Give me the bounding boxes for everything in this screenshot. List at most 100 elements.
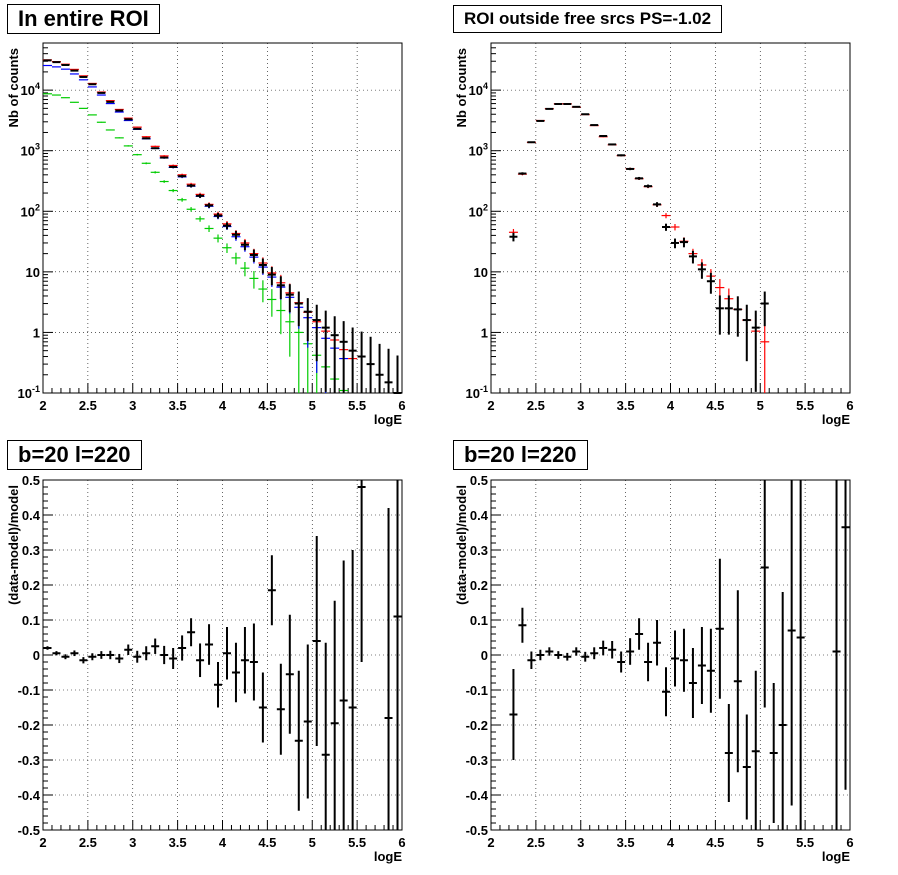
x-axis-label: logE bbox=[822, 849, 850, 864]
model-bin bbox=[159, 155, 169, 157]
residual-point bbox=[778, 592, 787, 830]
residual-point bbox=[715, 558, 724, 699]
y-tick-label: 0.4 bbox=[470, 508, 489, 523]
data-point bbox=[231, 230, 240, 240]
residual-point bbox=[79, 657, 88, 664]
residual-point bbox=[321, 642, 330, 830]
chart-title-2: ROI outside free srcs PS=-1.02 bbox=[453, 5, 723, 33]
residual-point bbox=[742, 714, 751, 820]
model-bin bbox=[69, 101, 79, 103]
residual-point bbox=[231, 642, 240, 703]
data-point bbox=[366, 336, 375, 393]
x-tick-label: 4.5 bbox=[258, 835, 276, 850]
model-bin bbox=[105, 129, 115, 131]
model-bin bbox=[114, 111, 124, 113]
series-1 bbox=[508, 103, 770, 393]
x-tick-label: 6 bbox=[846, 398, 853, 413]
model-bin bbox=[267, 289, 277, 317]
x-tick-label: 5 bbox=[309, 835, 316, 850]
data-point bbox=[715, 295, 724, 335]
residual-point bbox=[617, 651, 626, 673]
x-tick-label: 2 bbox=[39, 835, 46, 850]
y-tick-label: 10-1 bbox=[18, 384, 40, 401]
model-bin bbox=[168, 188, 178, 193]
y-ticks bbox=[43, 479, 53, 831]
data-point bbox=[706, 272, 715, 294]
data-point bbox=[590, 124, 599, 127]
data-point bbox=[303, 298, 312, 342]
data-point bbox=[662, 223, 671, 231]
model-bin bbox=[213, 234, 223, 243]
y-tick-label: 0 bbox=[33, 648, 40, 663]
residual-point bbox=[554, 651, 563, 659]
x-tick-label: 4.5 bbox=[706, 835, 724, 850]
y-tick-label: 10-1 bbox=[466, 384, 488, 401]
residual-points bbox=[509, 480, 850, 830]
grid bbox=[490, 43, 851, 394]
residual-point bbox=[178, 635, 187, 661]
data-point bbox=[133, 127, 142, 130]
x-ticks bbox=[42, 820, 403, 830]
y-tick-label: -0.2 bbox=[18, 718, 40, 733]
residual-point bbox=[608, 641, 617, 659]
data-point bbox=[339, 321, 348, 393]
y-tick-label: 104 bbox=[21, 81, 40, 98]
y-tick-label: 0.3 bbox=[22, 543, 40, 558]
residual-point bbox=[348, 550, 357, 830]
data-point bbox=[169, 165, 178, 169]
data-point bbox=[733, 296, 742, 337]
model-bin bbox=[204, 225, 214, 232]
data-point bbox=[267, 267, 276, 286]
y-tick-label: 102 bbox=[469, 202, 488, 219]
data-point bbox=[679, 237, 688, 248]
residual-point bbox=[97, 651, 106, 659]
y-tick-label: 0.1 bbox=[22, 613, 40, 628]
residual-point bbox=[832, 480, 841, 830]
y-axis-label: Nb of counts bbox=[454, 48, 469, 127]
x-tick-label: 5 bbox=[309, 398, 316, 413]
model-bin bbox=[43, 93, 52, 95]
x-tick-label: 5.5 bbox=[796, 398, 814, 413]
model-bin bbox=[159, 180, 169, 183]
residual-point bbox=[151, 638, 160, 654]
residual-point bbox=[644, 642, 653, 682]
data-point bbox=[294, 291, 303, 327]
model-bin bbox=[141, 136, 151, 138]
x-tick-label: 4.5 bbox=[706, 398, 724, 413]
data-point bbox=[563, 103, 572, 106]
residual-point bbox=[43, 646, 52, 650]
x-tick-label: 2.5 bbox=[79, 835, 97, 850]
residual-point bbox=[52, 651, 61, 656]
y-tick-label: 102 bbox=[21, 202, 40, 219]
residual-point bbox=[267, 555, 276, 626]
data-point bbox=[608, 143, 617, 146]
model-bin bbox=[105, 100, 115, 102]
residual-point bbox=[393, 480, 402, 830]
data-point bbox=[321, 310, 330, 392]
residual-point bbox=[142, 646, 151, 661]
x-tick-label: 6 bbox=[398, 835, 405, 850]
residual-point bbox=[635, 618, 644, 650]
residual-point bbox=[384, 508, 393, 830]
model-bin bbox=[96, 121, 106, 123]
residual-point bbox=[88, 653, 97, 661]
model-bin bbox=[87, 114, 97, 116]
x-axis-label: logE bbox=[822, 412, 850, 427]
residual-point bbox=[312, 536, 321, 746]
residual-point bbox=[249, 623, 258, 701]
y-tick-label: 0.5 bbox=[22, 473, 40, 488]
data-point bbox=[393, 355, 402, 394]
y-tick-label: 1 bbox=[481, 325, 488, 340]
x-tick-label: 5.5 bbox=[348, 835, 366, 850]
data-point bbox=[653, 202, 662, 207]
residual-point bbox=[169, 648, 178, 669]
residual-point bbox=[662, 667, 671, 717]
data-point bbox=[375, 343, 384, 393]
residual-point bbox=[115, 653, 124, 664]
x-tick-label: 4 bbox=[219, 398, 227, 413]
y-tick-label: 103 bbox=[21, 142, 40, 159]
data-point bbox=[742, 304, 751, 362]
chart-title-4: b=20 l=220 bbox=[453, 440, 588, 470]
model-bin bbox=[114, 137, 124, 139]
